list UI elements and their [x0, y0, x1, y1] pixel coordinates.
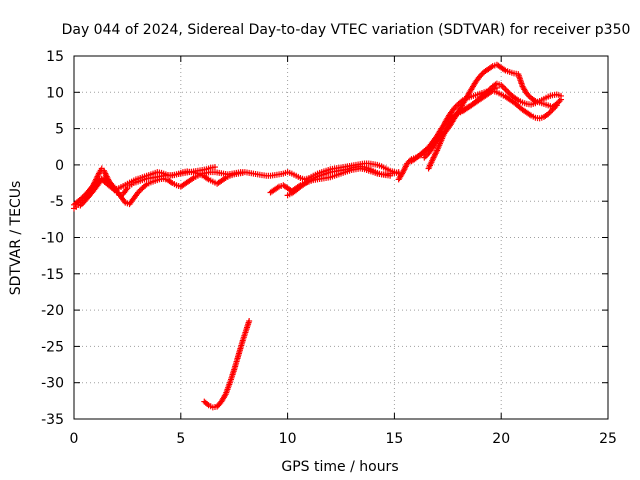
- x-tick-label: 20: [492, 431, 510, 447]
- chart-title: Day 044 of 2024, Sidereal Day-to-day VTE…: [62, 22, 631, 38]
- x-tick-label: 5: [176, 431, 185, 447]
- y-tick-label: -15: [41, 267, 64, 283]
- data-point: [548, 108, 555, 115]
- x-tick-label: 0: [70, 431, 79, 447]
- x-axis-label: GPS time / hours: [281, 459, 398, 475]
- data-point: [503, 87, 510, 94]
- data-point: [211, 164, 218, 171]
- data-point: [502, 86, 509, 93]
- y-tick-label: -10: [41, 231, 64, 247]
- data-points: [71, 61, 565, 411]
- data-point: [553, 102, 560, 109]
- data-point: [493, 84, 500, 91]
- y-axis-label: SDTVAR / TECUs: [8, 181, 24, 296]
- data-point: [558, 96, 565, 103]
- y-tick-label: -35: [41, 412, 64, 428]
- data-point: [387, 172, 394, 179]
- y-tick-label: -5: [50, 194, 64, 210]
- y-tick-label: 0: [55, 158, 64, 174]
- axis-ticks: 0 5 10 15 20 25 15 10 5 0 -5 -10 -15 -20 -25 -30 -35: [41, 49, 617, 447]
- y-tick-label: -25: [41, 339, 64, 355]
- x-tick-label: 10: [279, 431, 297, 447]
- y-tick-label: -30: [41, 376, 64, 392]
- y-tick-label: 5: [55, 122, 64, 138]
- data-point: [556, 98, 563, 105]
- y-tick-label: -20: [41, 303, 64, 319]
- y-tick-label: 15: [46, 49, 64, 65]
- data-point: [246, 317, 253, 324]
- x-tick-label: 25: [599, 431, 617, 447]
- x-tick-label: 15: [385, 431, 403, 447]
- data-point: [501, 84, 508, 91]
- grid: [74, 56, 608, 419]
- y-tick-label: 10: [46, 85, 64, 101]
